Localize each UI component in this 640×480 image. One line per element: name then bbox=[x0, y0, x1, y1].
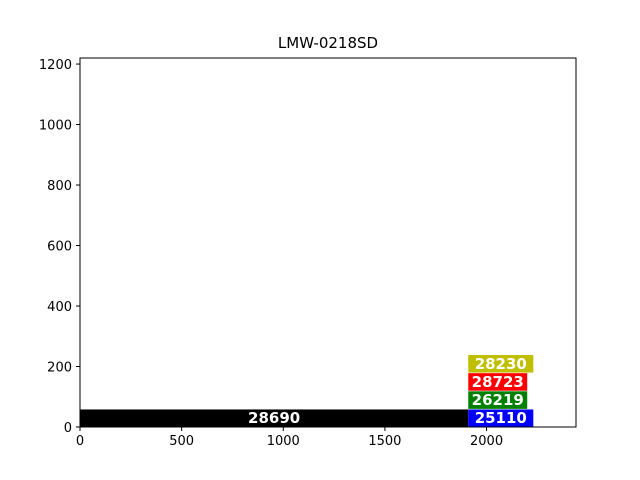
x-tick-label: 1500 bbox=[368, 434, 401, 449]
y-tick-label: 200 bbox=[47, 361, 72, 376]
bar-label-25110: 25110 bbox=[475, 409, 527, 427]
x-tick-label: 1000 bbox=[267, 434, 300, 449]
chart-title: LMW-0218SD bbox=[278, 34, 378, 52]
y-tick-label: 1000 bbox=[39, 119, 72, 134]
bar-label-26219: 26219 bbox=[472, 391, 524, 409]
bar-26219 bbox=[468, 391, 528, 409]
y-tick-label: 1200 bbox=[39, 58, 72, 73]
x-axis: 0 500 1000 1500 2000 bbox=[76, 427, 503, 449]
bar-28230 bbox=[468, 355, 534, 373]
bar-28723 bbox=[468, 373, 528, 391]
bars-layer bbox=[80, 355, 534, 427]
x-tick-label: 500 bbox=[169, 434, 194, 449]
x-tick-label: 0 bbox=[76, 434, 84, 449]
bar-28690 bbox=[80, 409, 469, 427]
bar-label-28723: 28723 bbox=[472, 373, 524, 391]
y-tick-label: 600 bbox=[47, 240, 72, 255]
y-tick-label: 400 bbox=[47, 300, 72, 315]
x-tick-label: 2000 bbox=[470, 434, 503, 449]
y-axis: 0 200 400 600 800 1000 1200 bbox=[39, 58, 80, 436]
plot-frame bbox=[79, 57, 577, 428]
y-tick-label: 0 bbox=[64, 421, 72, 436]
y-tick-label: 800 bbox=[47, 179, 72, 194]
bar-label-28690: 28690 bbox=[248, 409, 300, 427]
bar-label-28230: 28230 bbox=[475, 355, 527, 373]
bar-25110 bbox=[468, 409, 534, 427]
